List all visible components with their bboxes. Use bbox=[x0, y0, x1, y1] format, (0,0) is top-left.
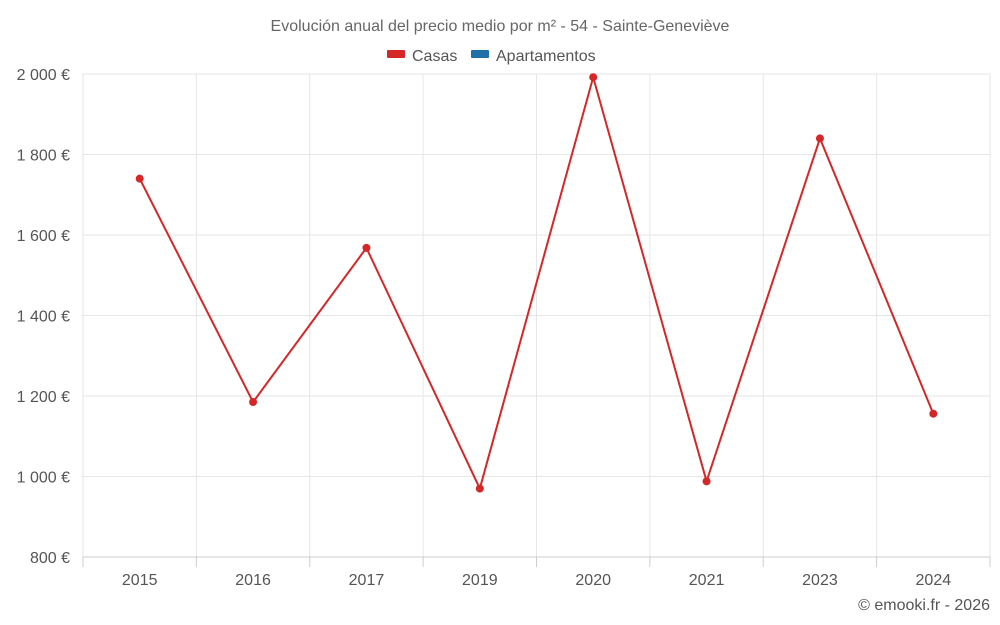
legend-swatch-casas bbox=[387, 50, 405, 58]
y-tick-label: 1 600 € bbox=[17, 228, 70, 245]
x-tick-label: 2024 bbox=[916, 572, 952, 589]
legend-item-casas[interactable]: Casas bbox=[387, 48, 457, 65]
y-tick-label: 800 € bbox=[30, 550, 70, 567]
y-axis: 800 € 1 000 € 1 200 € 1 400 € 1 600 € 1 800 €… bbox=[17, 67, 70, 567]
x-tick-label: 2016 bbox=[235, 572, 271, 589]
legend-label-casas[interactable]: Casas bbox=[412, 48, 457, 65]
x-tick-label: 2017 bbox=[349, 572, 385, 589]
x-tick-label: 2019 bbox=[462, 572, 498, 589]
x-tick-label: 2020 bbox=[575, 572, 611, 589]
legend-label-apartamentos[interactable]: Apartamentos bbox=[496, 48, 596, 65]
y-tick-label: 1 200 € bbox=[17, 389, 70, 406]
data-point-casas[interactable] bbox=[929, 409, 938, 418]
data-point-casas[interactable] bbox=[475, 484, 484, 493]
data-point-casas[interactable] bbox=[135, 174, 144, 183]
series-layer bbox=[135, 73, 938, 493]
y-tick-label: 1 000 € bbox=[17, 470, 70, 487]
y-tick-label: 1 400 € bbox=[17, 309, 70, 326]
y-tick-label: 1 800 € bbox=[17, 148, 70, 165]
legend-swatch-apartamentos bbox=[471, 50, 489, 58]
x-tick-label: 2021 bbox=[689, 572, 725, 589]
data-point-casas[interactable] bbox=[589, 73, 598, 82]
x-tick-label: 2015 bbox=[122, 572, 158, 589]
data-point-casas[interactable] bbox=[362, 243, 371, 252]
credit-text[interactable]: © emooki.fr - 2026 bbox=[858, 597, 990, 614]
data-point-casas[interactable] bbox=[249, 398, 258, 407]
y-tick-label: 2 000 € bbox=[17, 67, 70, 84]
x-axis: 2015 2016 2017 2019 2020 2021 2023 2024 bbox=[82, 556, 991, 589]
x-tick-label: 2023 bbox=[802, 572, 838, 589]
chart-title: Evolución anual del precio medio por m² … bbox=[271, 18, 730, 35]
legend-item-apartamentos[interactable]: Apartamentos bbox=[471, 48, 596, 65]
x-gridlines bbox=[82, 74, 991, 557]
data-point-casas[interactable] bbox=[815, 134, 824, 143]
data-point-casas[interactable] bbox=[702, 477, 711, 486]
legend[interactable]: Casas Apartamentos bbox=[387, 48, 596, 65]
series-line-casas bbox=[138, 76, 935, 490]
